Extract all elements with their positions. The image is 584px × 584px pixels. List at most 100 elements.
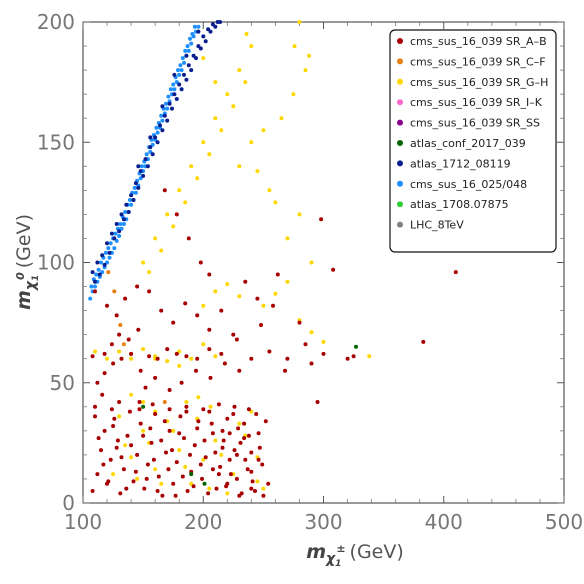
data-point [105, 356, 109, 361]
legend-entry: atlas_conf_2017_039 [410, 137, 526, 150]
data-point [111, 472, 116, 477]
data-point [321, 351, 326, 356]
data-point [207, 347, 212, 352]
data-point [191, 484, 196, 489]
data-point [238, 440, 243, 445]
x-tick-label: 100 [64, 510, 102, 534]
data-point [141, 260, 146, 265]
data-point [196, 419, 201, 424]
data-point [285, 279, 290, 284]
data-point [182, 436, 186, 441]
data-points [88, 20, 458, 498]
data-point [97, 272, 102, 277]
data-point [279, 116, 284, 121]
data-point [167, 428, 172, 433]
data-point [136, 185, 141, 190]
data-point [243, 457, 248, 462]
data-point [141, 173, 146, 178]
data-point [167, 388, 172, 392]
svg-text:mχ1±(GeV): mχ1± (GeV) [306, 541, 404, 569]
data-point [285, 236, 290, 241]
data-point [228, 472, 233, 477]
data-point [109, 407, 114, 412]
data-point [94, 272, 99, 277]
data-point [331, 267, 336, 272]
data-point [132, 185, 137, 190]
legend-swatch [397, 221, 403, 228]
data-point [125, 433, 130, 438]
data-point [178, 63, 183, 68]
data-point [133, 469, 138, 474]
data-point [114, 238, 119, 243]
data-point [153, 135, 158, 140]
data-point [180, 56, 185, 61]
data-point [149, 440, 154, 445]
data-point [188, 36, 192, 41]
data-point [184, 409, 189, 414]
axis-ticks [82, 21, 565, 504]
data-point [201, 342, 206, 347]
data-point [141, 433, 146, 438]
data-point [227, 431, 232, 436]
data-point [213, 450, 218, 455]
y-tick-label: 100 [37, 251, 75, 275]
y-tick-label: 200 [37, 10, 75, 34]
data-point [190, 32, 195, 36]
data-point [121, 217, 126, 222]
data-point [159, 438, 164, 443]
data-point [93, 349, 97, 354]
data-point [171, 82, 176, 87]
data-point [201, 56, 206, 61]
data-point [171, 481, 176, 486]
data-point [202, 481, 207, 486]
data-point [267, 188, 272, 193]
data-point [232, 448, 237, 453]
data-point [246, 407, 251, 412]
data-point [105, 241, 109, 246]
data-point [102, 428, 107, 433]
data-point [90, 354, 95, 359]
data-point [114, 313, 119, 318]
legend-swatch [397, 38, 403, 44]
legend-swatch [397, 58, 403, 65]
data-point [131, 479, 136, 484]
data-point [100, 253, 105, 258]
data-point [177, 363, 182, 368]
data-point [136, 164, 141, 169]
data-point [95, 260, 100, 265]
data-point [266, 481, 271, 486]
data-point [138, 421, 143, 426]
data-point [151, 457, 156, 462]
data-point [243, 279, 248, 284]
data-point [201, 140, 206, 145]
data-point [208, 29, 213, 34]
data-point [108, 457, 113, 462]
data-point [207, 486, 212, 491]
data-point [285, 356, 290, 361]
data-point [179, 87, 184, 92]
data-point [198, 462, 203, 467]
data-point [139, 164, 144, 169]
data-point [111, 361, 116, 366]
data-point [114, 222, 119, 226]
data-point [93, 414, 97, 419]
data-point [195, 176, 200, 181]
x-tick-label: 500 [545, 510, 583, 534]
data-point [123, 443, 128, 448]
data-point [351, 354, 356, 359]
data-point [184, 354, 189, 359]
data-point [196, 29, 201, 34]
data-point [108, 241, 113, 246]
data-point [167, 101, 172, 106]
data-point [127, 409, 132, 414]
data-point [253, 489, 257, 493]
data-point [195, 313, 200, 318]
data-point [176, 68, 180, 73]
data-point [155, 356, 160, 361]
data-point [174, 351, 179, 356]
data-point [218, 464, 223, 469]
data-point [135, 452, 140, 457]
data-point [244, 32, 249, 36]
data-point [124, 202, 129, 207]
data-point [153, 375, 158, 380]
